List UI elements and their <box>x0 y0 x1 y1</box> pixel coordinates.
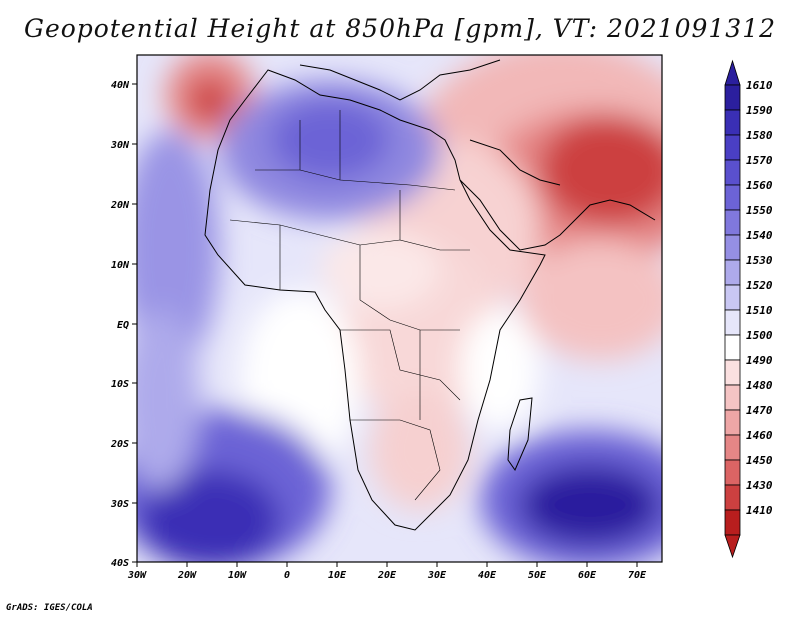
lon-axis: 30W 20W 10W 0 10E 20E 30E 40E 50E 60E 70… <box>127 562 647 581</box>
lon-tick-5: 20E <box>377 562 397 581</box>
colorbar-swatch <box>724 409 741 436</box>
colorbar-swatch <box>724 309 741 336</box>
lon-tick-4: 10E <box>328 562 347 581</box>
svg-text:20W: 20W <box>177 570 197 581</box>
lat-tick-6: 20S <box>110 439 137 450</box>
colorbar-label: 1460 <box>746 429 773 442</box>
colorbar-label: 1500 <box>746 329 773 342</box>
colorbar-label: 1530 <box>746 254 773 267</box>
colorbar-swatch <box>724 209 741 236</box>
colorbar-label: 1560 <box>746 179 773 192</box>
lon-tick-1: 20W <box>177 562 197 581</box>
svg-text:10N: 10N <box>111 260 130 271</box>
svg-text:60E: 60E <box>578 570 597 581</box>
lon-tick-3: 0 <box>284 562 290 581</box>
colorbar-bottom-arrow <box>724 534 741 559</box>
svg-text:10W: 10W <box>228 570 247 581</box>
lon-tick-6: 30E <box>427 562 447 581</box>
svg-text:50E: 50E <box>528 570 547 581</box>
svg-text:40E: 40E <box>478 570 497 581</box>
colorbar-label: 1580 <box>746 129 773 142</box>
colorbar-swatch <box>724 434 741 461</box>
svg-text:20N: 20N <box>110 200 130 211</box>
svg-text:10E: 10E <box>328 570 347 581</box>
svg-text:40S: 40S <box>111 558 129 569</box>
lat-tick-2: 20N <box>110 200 137 211</box>
svg-text:20E: 20E <box>377 570 397 581</box>
colorbar-label: 1430 <box>746 479 773 492</box>
lat-tick-8: 40S <box>111 558 137 569</box>
colorbar-label: 1520 <box>746 279 773 292</box>
colorbar-label: 1480 <box>746 379 773 392</box>
colorbar-label: 1490 <box>746 354 773 367</box>
map-frame <box>136 54 663 563</box>
colorbar-label: 1590 <box>746 104 773 117</box>
lat-tick-4: EQ <box>117 320 137 331</box>
svg-text:30N: 30N <box>110 140 130 151</box>
colorbar-label: 1540 <box>746 229 773 242</box>
colorbar-label: 1410 <box>746 504 773 517</box>
colorbar-label: 1510 <box>746 304 773 317</box>
colorbar-swatch <box>724 284 741 311</box>
colorbar-swatch <box>724 509 741 536</box>
svg-text:30S: 30S <box>110 499 129 510</box>
svg-text:0: 0 <box>284 570 290 581</box>
colorbar-swatch <box>724 84 741 111</box>
lon-tick-2: 10W <box>228 562 247 581</box>
svg-text:30W: 30W <box>127 570 147 581</box>
chart-title: Geopotential Height at 850hPa [gpm], VT:… <box>23 14 777 43</box>
colorbar-swatch <box>724 159 741 186</box>
svg-text:40N: 40N <box>111 80 130 91</box>
colorbar-label: 1450 <box>746 454 773 467</box>
colorbar-swatch <box>724 184 741 211</box>
colorbar-label: 1570 <box>746 154 773 167</box>
colorbar-top-arrow <box>724 59 741 86</box>
colorbar-label: 1550 <box>746 204 773 217</box>
lon-tick-9: 60E <box>578 562 597 581</box>
svg-text:30E: 30E <box>427 570 447 581</box>
grads-credit: GrADS: IGES/COLA <box>6 603 93 613</box>
colorbar-swatch <box>724 459 741 486</box>
lat-tick-3: 10N <box>111 260 137 271</box>
colorbar-label: 1470 <box>746 404 773 417</box>
svg-text:10S: 10S <box>111 379 129 390</box>
lon-tick-10: 70E <box>628 562 647 581</box>
svg-text:EQ: EQ <box>117 320 129 331</box>
colorbar-swatch <box>724 384 741 411</box>
height-field <box>137 55 662 562</box>
colorbar-swatch <box>724 234 741 261</box>
svg-text:20S: 20S <box>110 439 129 450</box>
lon-tick-8: 50E <box>528 562 547 581</box>
colorbar-swatch <box>724 109 741 136</box>
colorbar-swatch <box>724 259 741 286</box>
lat-tick-5: 10S <box>111 379 137 390</box>
country-borders <box>229 110 470 501</box>
colorbar-swatch <box>724 484 741 511</box>
lat-tick-7: 30S <box>110 499 137 510</box>
lat-axis: 40N 30N 20N 10N EQ 10S 20S 30S 40S <box>110 80 137 569</box>
colorbar-swatch <box>724 359 741 386</box>
colorbar: 1610 1590 1580 1570 1560 1550 1540 1530 1520 1510… <box>724 59 773 559</box>
colorbar-label: 1610 <box>746 79 773 92</box>
lat-tick-0: 40N <box>111 80 137 91</box>
lat-tick-1: 30N <box>110 140 137 151</box>
lon-tick-0: 30W <box>127 562 147 581</box>
coastlines <box>204 59 656 531</box>
svg-text:70E: 70E <box>628 570 647 581</box>
colorbar-swatch <box>724 334 741 361</box>
colorbar-swatch <box>724 134 741 161</box>
lon-tick-7: 40E <box>478 562 497 581</box>
